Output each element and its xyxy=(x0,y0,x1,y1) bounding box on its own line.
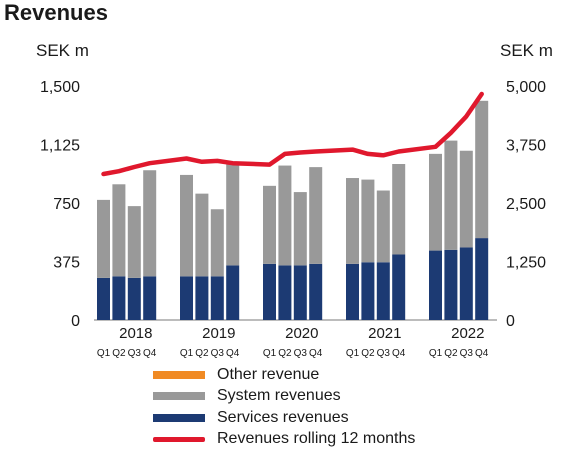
bar-system xyxy=(263,185,276,264)
quarter-label: Q2 xyxy=(361,348,375,359)
legend-label-other: Other revenue xyxy=(217,365,320,383)
bars-group xyxy=(97,100,489,320)
bar-system xyxy=(376,190,390,263)
right-tick-label: 5,000 xyxy=(506,79,546,96)
right-axis-unit: SEK m xyxy=(500,41,553,60)
quarter-label: Q4 xyxy=(392,348,406,359)
quarter-label: Q4 xyxy=(475,348,489,359)
bar-services xyxy=(263,263,276,320)
bar-services xyxy=(361,262,375,320)
bar-services xyxy=(392,254,406,320)
quarter-label: Q3 xyxy=(294,348,308,359)
quarter-label: Q1 xyxy=(97,348,111,359)
legend-swatch-system xyxy=(153,392,205,401)
right-tick-label: 0 xyxy=(506,313,515,330)
bar-system xyxy=(309,167,323,264)
quarter-label: Q3 xyxy=(211,348,225,359)
quarter-label: Q3 xyxy=(377,348,391,359)
left-axis-unit: SEK m xyxy=(36,41,89,60)
quarter-label: Q2 xyxy=(444,348,458,359)
bar-system xyxy=(226,164,240,266)
bar-system xyxy=(346,178,359,264)
bar-system xyxy=(210,209,224,277)
bar-services xyxy=(143,276,157,320)
left-tick-label: 0 xyxy=(71,313,80,330)
legend-label-system: System revenues xyxy=(217,387,341,405)
bar-system xyxy=(444,140,458,250)
right-axis-ticks: 5,000 3,750 2,500 1,250 0 xyxy=(506,79,546,330)
bar-services xyxy=(278,265,292,320)
left-axis-ticks: 1,500 1,125 750 375 0 xyxy=(40,79,80,330)
quarter-label: Q4 xyxy=(143,348,157,359)
year-label: 2018 xyxy=(119,325,152,342)
legend-label-rolling: Revenues rolling 12 months xyxy=(217,430,416,448)
right-tick-label: 2,500 xyxy=(506,196,546,213)
bar-system xyxy=(180,174,193,277)
bar-services xyxy=(97,277,110,320)
bar-system xyxy=(195,193,209,277)
bar-system xyxy=(475,100,489,239)
bar-system xyxy=(127,206,141,278)
quarter-label: Q1 xyxy=(346,348,360,359)
legend-item-services: Services revenues xyxy=(153,407,415,429)
year-label: 2020 xyxy=(285,325,318,342)
bar-services xyxy=(459,247,473,320)
rolling-revenue-line xyxy=(101,91,484,177)
bar-system xyxy=(278,165,292,266)
bar-system xyxy=(143,170,157,277)
bar-system xyxy=(392,164,406,255)
year-label: 2019 xyxy=(202,325,235,342)
left-tick-label: 1,500 xyxy=(40,79,80,96)
quarter-label: Q4 xyxy=(226,348,240,359)
legend-item-rolling: Revenues rolling 12 months xyxy=(153,429,415,451)
bar-services xyxy=(210,276,224,320)
legend-item-other: Other revenue xyxy=(153,364,415,386)
quarter-label: Q4 xyxy=(309,348,323,359)
year-label: 2022 xyxy=(451,325,484,342)
bar-services xyxy=(180,276,193,320)
bar-system xyxy=(97,199,110,278)
left-tick-label: 375 xyxy=(53,255,80,272)
bar-system xyxy=(293,192,307,266)
chart-title: Revenues xyxy=(4,0,108,25)
legend-swatch-other xyxy=(153,370,205,379)
bar-system xyxy=(112,184,126,277)
year-label: 2021 xyxy=(368,325,401,342)
legend-swatch-services xyxy=(153,413,205,422)
bar-services xyxy=(376,262,390,320)
bar-system xyxy=(361,179,375,263)
quarter-label: Q1 xyxy=(429,348,443,359)
bar-services xyxy=(293,265,307,320)
quarter-label: Q2 xyxy=(195,348,209,359)
right-tick-label: 3,750 xyxy=(506,138,546,155)
bar-services xyxy=(112,276,126,320)
quarter-label: Q1 xyxy=(263,348,277,359)
bar-services xyxy=(346,263,359,320)
legend-label-services: Services revenues xyxy=(217,408,349,426)
bar-services xyxy=(475,238,489,320)
quarter-label: Q1 xyxy=(180,348,194,359)
bar-services xyxy=(226,265,240,320)
left-tick-label: 1,125 xyxy=(40,138,80,155)
quarter-label: Q3 xyxy=(128,348,142,359)
right-tick-label: 1,250 xyxy=(506,255,546,272)
bar-services xyxy=(195,276,209,320)
quarter-label: Q2 xyxy=(112,348,126,359)
legend-swatch-rolling xyxy=(153,436,205,442)
bar-system xyxy=(459,150,473,248)
bar-services xyxy=(127,277,141,320)
bar-system xyxy=(429,153,442,251)
bar-services xyxy=(444,249,458,320)
legend-item-system: System revenues xyxy=(153,386,415,408)
legend: Other revenue System revenues Services r… xyxy=(153,364,415,450)
left-tick-label: 750 xyxy=(53,196,80,213)
quarter-label: Q3 xyxy=(460,348,474,359)
quarter-label: Q2 xyxy=(278,348,292,359)
bar-services xyxy=(429,250,442,320)
bar-services xyxy=(309,263,323,320)
